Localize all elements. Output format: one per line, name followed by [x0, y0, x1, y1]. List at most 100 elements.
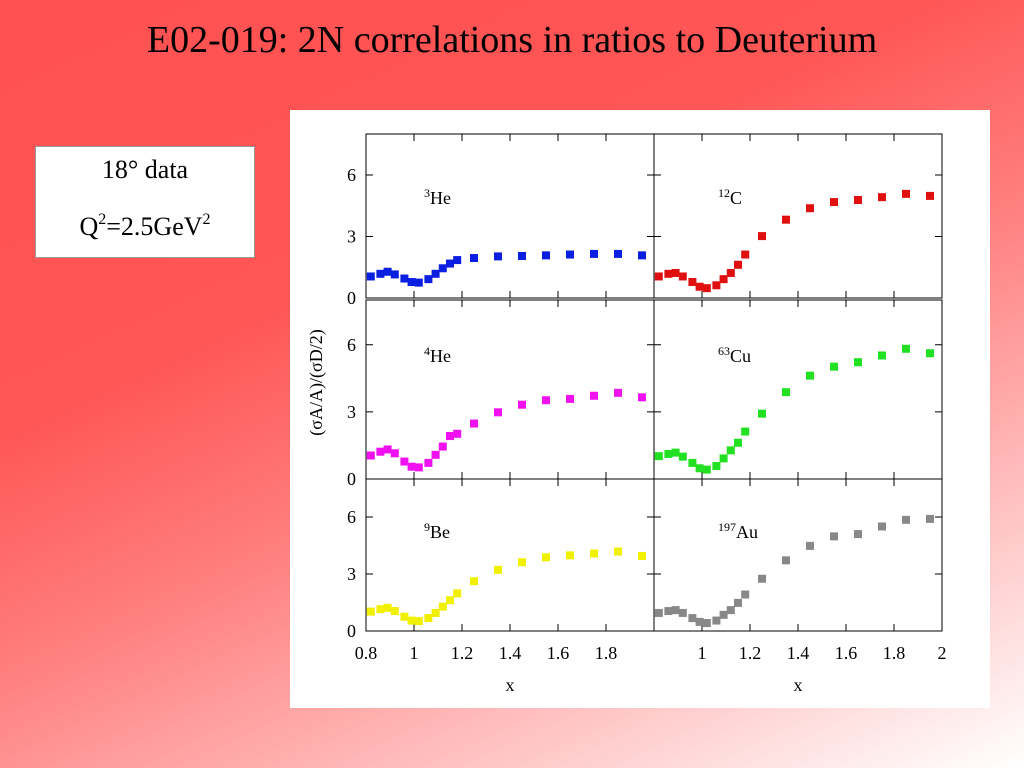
data-point — [431, 269, 440, 278]
data-point — [518, 400, 526, 409]
panel-label: 9Be — [424, 520, 450, 542]
x-tick-label: 1.2 — [451, 643, 474, 663]
data-point — [671, 448, 680, 457]
data-point — [383, 267, 392, 276]
data-point — [407, 278, 416, 287]
data-point — [390, 449, 399, 458]
data-point — [438, 442, 447, 451]
data-point — [806, 371, 814, 380]
data-point — [453, 256, 462, 265]
data-point — [712, 462, 721, 471]
panel-label-main: He — [430, 346, 451, 366]
data-point — [734, 598, 742, 607]
data-point — [566, 551, 574, 560]
data-point — [566, 250, 574, 259]
data-point — [830, 362, 838, 371]
data-point — [590, 391, 598, 400]
panel-label-main: Be — [430, 522, 450, 542]
panel-label-main: Au — [736, 522, 758, 542]
data-point — [446, 259, 454, 268]
data-point — [688, 614, 697, 623]
data-point — [902, 189, 910, 198]
data-point — [414, 463, 423, 472]
data-point — [542, 251, 550, 260]
panel-label-main: C — [730, 188, 742, 208]
data-point — [702, 619, 711, 628]
y-tick-label: 3 — [347, 564, 356, 584]
data-point — [926, 191, 934, 200]
y-tick-label: 6 — [347, 165, 356, 185]
data-point — [453, 589, 462, 598]
x-tick-label: 1.6 — [547, 643, 570, 663]
data-point — [854, 196, 862, 205]
data-point — [719, 610, 728, 619]
data-point — [854, 358, 862, 367]
data-point — [414, 278, 423, 287]
y-tick-label: 0 — [347, 469, 356, 489]
y-axis-label: (σA/A)/(σD/2) — [306, 329, 327, 435]
data-point — [719, 454, 728, 463]
data-point — [782, 215, 790, 224]
q2-label: Q2=2.5GeV2 — [36, 211, 254, 242]
angle-label: 18° data — [101, 155, 189, 184]
data-point — [678, 272, 687, 281]
x-axis-label: x — [794, 675, 803, 695]
data-point — [614, 249, 622, 258]
data-point — [424, 458, 433, 467]
panel-frame — [365, 299, 655, 480]
data-point — [614, 547, 622, 556]
panel-label: 4He — [424, 344, 451, 366]
data-point — [383, 603, 392, 612]
panel-frame — [653, 478, 943, 632]
y-tick-label: 3 — [347, 227, 356, 247]
data-point — [878, 193, 886, 202]
data-point — [438, 602, 447, 611]
x-tick-label: 1 — [698, 643, 707, 663]
data-point — [664, 449, 673, 458]
slide-title: E02-019: 2N correlations in ratios to De… — [146, 19, 878, 61]
data-point — [366, 607, 375, 616]
data-point — [494, 408, 502, 417]
data-point — [726, 268, 735, 277]
data-point — [719, 275, 728, 284]
data-point — [854, 530, 862, 539]
data-point — [407, 616, 416, 625]
data-point — [518, 558, 526, 567]
panel-label-sup: 197 — [718, 520, 736, 534]
x-axis-label: x — [506, 675, 515, 695]
data-point — [638, 393, 646, 402]
y-tick-label: 0 — [347, 621, 356, 641]
data-point — [542, 553, 550, 562]
panel-label-sup: 12 — [718, 186, 730, 200]
data-point — [702, 284, 711, 293]
data-point — [712, 281, 721, 290]
x-tick-label: 1.8 — [883, 643, 906, 663]
panel-frame — [365, 133, 655, 299]
ratio-figure: 0 3 6 0 3 6 0 3 6 0.8 1 1.2 1.4 1.6 1.8 1 1.2 1.4 1.6 1.8 2 x… — [290, 110, 990, 708]
panel-label-main: He — [430, 188, 451, 208]
data-point — [638, 551, 646, 560]
data-point — [400, 457, 409, 466]
data-point — [758, 574, 766, 583]
x-tick-label: 0.8 — [355, 643, 378, 663]
data-point — [806, 541, 814, 550]
panel-label: 197Au — [718, 520, 758, 542]
data-point — [782, 388, 790, 397]
data-point — [702, 465, 711, 474]
data-point — [390, 607, 399, 616]
data-point — [424, 275, 433, 284]
data-point — [654, 272, 663, 281]
data-point — [542, 396, 550, 405]
data-point — [664, 607, 673, 616]
ratio-chart: 0 3 6 0 3 6 0 3 6 0.8 1 1.2 1.4 1.6 1.8 1 1.2 1.4 1.6 1.8 2 x… — [306, 133, 947, 695]
data-point — [695, 282, 704, 291]
data-point — [902, 515, 910, 524]
data-point — [688, 458, 697, 467]
data-point — [638, 251, 646, 260]
data-point — [806, 204, 814, 213]
data-point — [494, 252, 502, 261]
x-tick-label: 2 — [938, 643, 947, 663]
data-point — [438, 264, 447, 273]
data-point — [830, 532, 838, 541]
data-point — [878, 351, 886, 360]
